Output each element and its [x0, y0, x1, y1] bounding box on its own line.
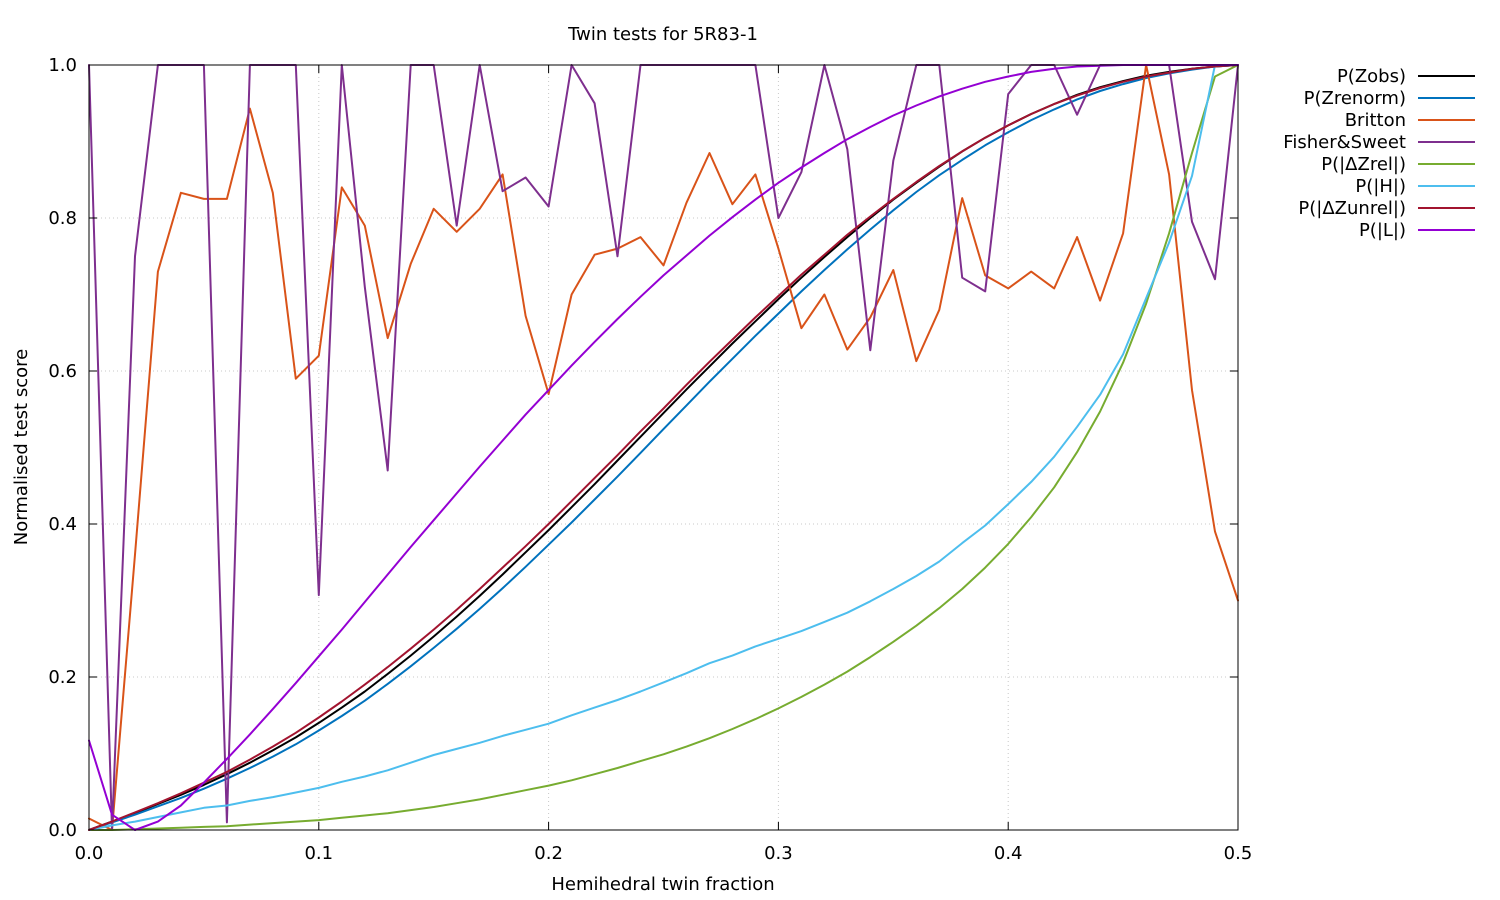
legend-label: P(Zrenorm) [1304, 88, 1406, 109]
y-tick-label: 0.0 [48, 820, 77, 841]
legend: P(Zobs)P(Zrenorm)BrittonFisher&SweetP(|Δ… [1283, 66, 1475, 241]
series-line-6 [88, 64, 1239, 831]
series-line-3 [88, 64, 1239, 831]
x-tick-label: 0.3 [764, 843, 793, 864]
y-axis-title: Normalised test score [11, 349, 32, 545]
x-tick-label: 0.2 [534, 843, 563, 864]
chart-title: Twin tests for 5R83-1 [567, 24, 758, 45]
x-tick-label: 0.1 [304, 843, 333, 864]
legend-label: P(|ΔZunrel|) [1298, 198, 1406, 219]
legend-label: P(|L|) [1359, 220, 1406, 241]
axis-ticks: 0.0 0.1 0.2 0.3 0.4 0.5 0.0 0.2 0.4 0.6 0.8 1.0 [48, 55, 1252, 864]
y-tick-label: 0.6 [48, 361, 77, 382]
series-line-4 [88, 64, 1239, 831]
series-line-5 [88, 64, 1239, 831]
legend-label: P(|ΔZrel|) [1321, 154, 1406, 175]
x-tick-label: 0.0 [75, 843, 104, 864]
series-line-0 [88, 64, 1239, 831]
series-line-1 [88, 64, 1239, 831]
y-tick-label: 0.4 [48, 514, 77, 535]
x-axis-title: Hemihedral twin fraction [551, 874, 774, 895]
x-tick-label: 0.5 [1224, 843, 1253, 864]
y-tick-label: 1.0 [48, 55, 77, 76]
legend-label: P(|H|) [1355, 176, 1406, 197]
y-tick-label: 0.8 [48, 208, 77, 229]
x-tick-label: 0.4 [994, 843, 1023, 864]
y-tick-label: 0.2 [48, 667, 77, 688]
legend-label: Britton [1345, 110, 1406, 131]
plot-frame [88, 64, 1239, 831]
series-line-2 [88, 64, 1239, 831]
legend-label: Fisher&Sweet [1283, 132, 1406, 153]
series-line-7 [88, 64, 1239, 831]
grid [89, 65, 1238, 830]
legend-label: P(Zobs) [1337, 66, 1406, 87]
series-lines [88, 64, 1239, 831]
